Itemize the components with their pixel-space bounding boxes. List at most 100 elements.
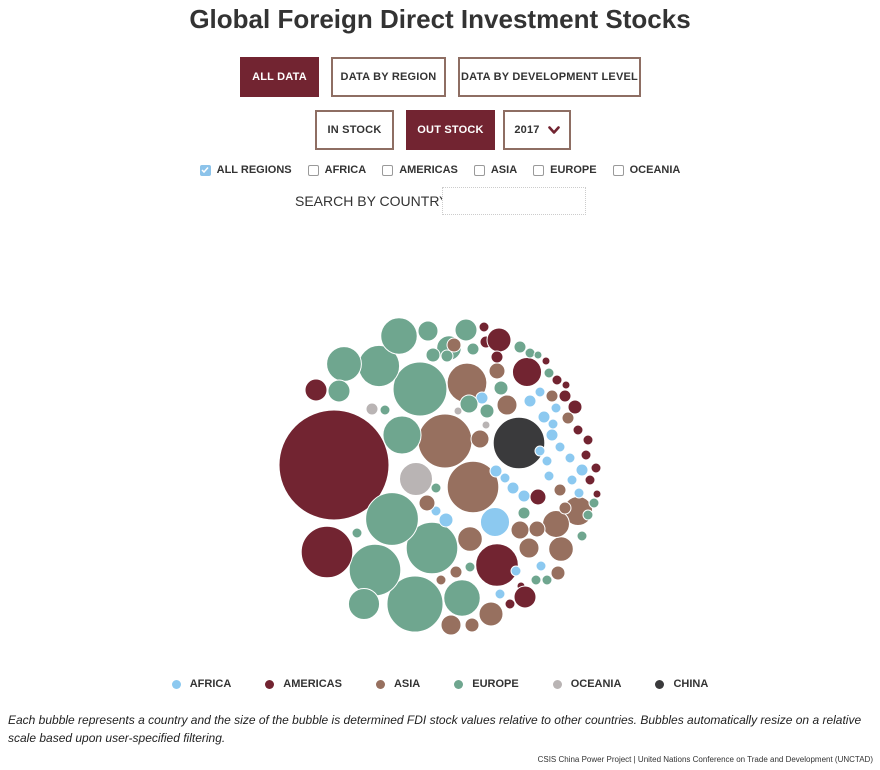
bubble-asia[interactable] [558,501,572,515]
filter-americas[interactable]: AMERICAS [382,164,458,176]
bubble-oceania[interactable] [399,462,433,496]
bubble-africa[interactable] [566,474,578,486]
bubble-europe[interactable] [533,350,543,360]
all-data-button[interactable]: ALL DATA [240,57,319,97]
bubble-europe[interactable] [517,506,531,520]
bubble-africa[interactable] [479,506,511,538]
bubble-europe[interactable] [326,346,362,382]
bubble-europe[interactable] [440,349,454,363]
filter-asia[interactable]: ASIA [473,164,517,176]
bubble-africa[interactable] [547,418,559,430]
bubble-asia[interactable] [446,460,500,514]
bubble-americas[interactable] [551,374,563,386]
year-select[interactable]: 2017 [503,110,571,150]
bubble-asia[interactable] [478,601,504,627]
search-input[interactable] [442,187,586,215]
bubble-europe[interactable] [351,527,363,539]
bubble-africa[interactable] [534,386,546,398]
checkbox[interactable] [612,164,624,176]
bubble-europe[interactable] [541,574,553,586]
bubble-asia[interactable] [542,510,570,538]
bubble-americas[interactable] [278,409,390,521]
bubble-europe[interactable] [430,482,442,494]
bubble-americas[interactable] [478,321,490,333]
checkbox[interactable] [307,164,319,176]
bubble-europe[interactable] [379,404,391,416]
bubble-americas[interactable] [580,449,592,461]
bubble-africa[interactable] [430,505,442,517]
bubble-europe[interactable] [479,403,495,419]
bubble-oceania[interactable] [453,406,463,416]
filter-africa[interactable]: AFRICA [307,164,366,176]
bubble-americas[interactable] [529,488,547,506]
bubble-asia[interactable] [417,413,473,469]
bubble-asia[interactable] [464,617,480,633]
bubble-china[interactable] [492,416,546,470]
bubble-americas[interactable] [561,380,571,390]
bubble-asia[interactable] [418,494,436,512]
bubble-africa[interactable] [489,464,503,478]
bubble-africa[interactable] [541,455,553,467]
bubble-asia[interactable] [553,483,567,497]
bubble-asia[interactable] [528,520,546,538]
filter-europe[interactable]: EUROPE [533,164,597,176]
bubble-africa[interactable] [537,410,551,424]
bubble-oceania[interactable] [365,402,379,416]
bubble-europe[interactable] [493,380,509,396]
bubble-africa[interactable] [510,565,522,577]
data-by-region-button[interactable]: DATA BY REGION [331,57,446,97]
bubble-europe[interactable] [464,561,476,573]
bubble-asia[interactable] [446,337,462,353]
bubble-oceania[interactable] [481,420,491,430]
bubble-europe[interactable] [327,379,351,403]
bubble-africa[interactable] [494,588,506,600]
bubble-europe[interactable] [576,530,588,542]
bubble-africa[interactable] [550,402,562,414]
bubble-americas[interactable] [475,543,519,587]
bubble-americas[interactable] [304,378,328,402]
bubble-europe[interactable] [386,575,444,633]
bubble-americas[interactable] [504,598,516,610]
bubble-africa[interactable] [534,445,546,457]
bubble-europe[interactable] [382,415,422,455]
bubble-africa[interactable] [573,487,585,499]
bubble-americas[interactable] [513,585,537,609]
checkbox[interactable] [382,164,394,176]
bubble-europe[interactable] [405,521,459,575]
bubble-asia[interactable] [518,537,540,559]
data-by-development-level-button[interactable]: DATA BY DEVELOPMENT LEVEL [458,57,641,97]
bubble-europe[interactable] [582,509,594,521]
bubble-africa[interactable] [564,452,576,464]
checkbox[interactable] [199,164,211,176]
bubble-americas[interactable] [511,356,543,388]
filter-all-regions[interactable]: ALL REGIONS [199,164,292,176]
in-stock-button[interactable]: IN STOCK [315,110,394,150]
bubble-americas[interactable] [558,389,572,403]
bubble-europe[interactable] [588,497,600,509]
bubble-europe[interactable] [392,361,448,417]
bubble-africa[interactable] [499,472,511,484]
bubble-europe[interactable] [347,587,381,621]
bubble-asia[interactable] [488,362,506,380]
bubble-europe[interactable] [443,579,481,617]
bubble-africa[interactable] [523,394,537,408]
bubble-asia[interactable] [435,574,447,586]
bubble-asia[interactable] [561,411,575,425]
bubble-americas[interactable] [490,350,504,364]
bubble-africa[interactable] [535,560,547,572]
bubble-europe[interactable] [425,347,441,363]
checkbox[interactable] [473,164,485,176]
bubble-europe[interactable] [513,340,527,354]
bubble-africa[interactable] [545,428,559,442]
bubble-americas[interactable] [590,462,602,474]
out-stock-button[interactable]: OUT STOCK [406,110,495,150]
bubble-americas[interactable] [592,489,602,499]
bubble-europe[interactable] [530,574,542,586]
bubble-asia[interactable] [545,389,559,403]
bubble-europe[interactable] [466,342,480,356]
bubble-asia[interactable] [510,520,530,540]
bubble-africa[interactable] [517,489,531,503]
checkbox[interactable] [533,164,545,176]
bubble-americas[interactable] [572,424,584,436]
bubble-europe[interactable] [417,320,439,342]
